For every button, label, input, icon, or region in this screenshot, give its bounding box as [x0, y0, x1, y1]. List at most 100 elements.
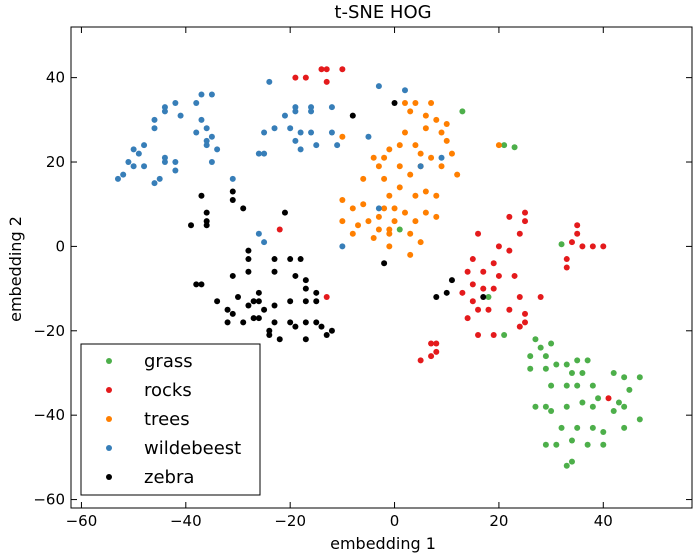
- point-wildebeest: [292, 108, 299, 115]
- point-grass: [548, 382, 555, 389]
- point-trees: [375, 226, 382, 233]
- point-wildebeest: [172, 167, 179, 174]
- point-wildebeest: [208, 159, 215, 166]
- point-trees: [443, 137, 450, 144]
- legend-label-grass: grass: [144, 351, 193, 372]
- point-wildebeest: [328, 104, 335, 111]
- point-grass: [553, 361, 560, 368]
- point-grass: [558, 241, 565, 248]
- point-grass: [600, 441, 607, 448]
- point-trees: [370, 234, 377, 241]
- y-tick-label: 0: [55, 237, 65, 255]
- point-wildebeest: [297, 129, 304, 136]
- point-zebra: [287, 319, 294, 326]
- point-zebra: [302, 285, 309, 292]
- point-trees: [443, 121, 450, 128]
- point-wildebeest: [141, 163, 148, 170]
- point-rocks: [485, 306, 492, 313]
- point-trees: [428, 99, 435, 106]
- point-zebra: [193, 281, 200, 288]
- point-trees: [433, 192, 440, 199]
- point-zebra: [255, 315, 262, 322]
- point-trees: [417, 239, 424, 246]
- x-tick-label: 20: [489, 512, 508, 530]
- point-trees: [339, 133, 346, 140]
- y-tick-label: −40: [33, 406, 65, 424]
- point-grass: [568, 369, 575, 376]
- point-trees: [386, 226, 393, 233]
- point-zebra: [234, 294, 241, 301]
- point-trees: [401, 129, 408, 136]
- point-grass: [568, 458, 575, 465]
- point-grass: [621, 403, 628, 410]
- point-rocks: [490, 285, 497, 292]
- y-axis-label: embedding 2: [6, 216, 25, 322]
- point-grass: [501, 332, 508, 339]
- point-rocks: [522, 310, 529, 317]
- point-grass: [459, 108, 466, 115]
- legend-marker-trees: [106, 416, 112, 422]
- point-rocks: [605, 395, 612, 402]
- point-grass: [548, 340, 555, 347]
- point-trees: [339, 218, 346, 225]
- point-wildebeest: [161, 104, 168, 111]
- x-tick-label: −20: [274, 512, 306, 530]
- point-zebra: [313, 319, 320, 326]
- point-grass: [610, 369, 617, 376]
- point-wildebeest: [172, 159, 179, 166]
- point-zebra: [480, 294, 487, 301]
- point-wildebeest: [375, 83, 382, 90]
- point-zebra: [391, 99, 398, 106]
- point-wildebeest: [313, 142, 320, 149]
- point-zebra: [287, 298, 294, 305]
- x-axis-label: embedding 1: [330, 534, 436, 553]
- point-zebra: [328, 327, 335, 334]
- point-zebra: [229, 196, 236, 203]
- point-trees: [412, 192, 419, 199]
- point-zebra: [224, 306, 231, 313]
- plot-frame: [70, 26, 693, 509]
- point-zebra: [349, 112, 356, 119]
- point-rocks: [563, 264, 570, 271]
- point-wildebeest: [365, 133, 372, 140]
- point-zebra: [245, 256, 252, 263]
- x-tick-label: 40: [594, 512, 613, 530]
- point-zebra: [302, 298, 309, 305]
- point-wildebeest: [214, 146, 221, 153]
- point-rocks: [563, 256, 570, 263]
- point-zebra: [240, 319, 247, 326]
- point-wildebeest: [297, 146, 304, 153]
- point-wildebeest: [261, 150, 268, 157]
- point-wildebeest: [193, 99, 200, 106]
- point-zebra: [292, 323, 299, 330]
- point-zebra: [245, 302, 252, 309]
- point-trees: [407, 230, 414, 237]
- point-rocks: [537, 294, 544, 301]
- point-zebra: [381, 260, 388, 267]
- point-wildebeest: [203, 125, 210, 132]
- point-trees: [360, 175, 367, 182]
- point-zebra: [203, 209, 210, 216]
- point-rocks: [490, 260, 497, 267]
- point-rocks: [511, 272, 518, 279]
- point-trees: [396, 163, 403, 170]
- x-tick-label: 0: [390, 512, 400, 530]
- point-zebra: [313, 298, 320, 305]
- point-zebra: [198, 281, 205, 288]
- point-rocks: [428, 353, 435, 360]
- point-zebra: [224, 319, 231, 326]
- point-rocks: [469, 256, 476, 263]
- point-wildebeest: [266, 78, 273, 85]
- point-trees: [360, 201, 367, 208]
- point-grass: [636, 416, 643, 423]
- point-rocks: [522, 218, 529, 225]
- point-zebra: [203, 218, 210, 225]
- point-zebra: [302, 336, 309, 343]
- axis-ticks: −60 −40 −20 0 20 40 −60 −40 −20 0 20 40: [33, 27, 692, 530]
- y-tick-label: −20: [33, 322, 65, 340]
- point-wildebeest: [151, 116, 158, 123]
- point-grass: [548, 407, 555, 414]
- point-grass: [621, 374, 628, 381]
- x-tick-label: −40: [170, 512, 202, 530]
- point-zebra: [297, 256, 304, 263]
